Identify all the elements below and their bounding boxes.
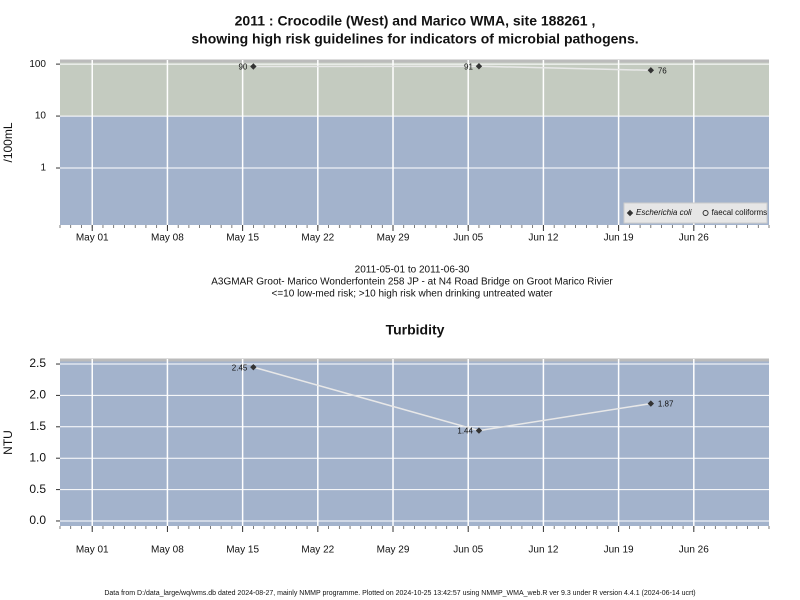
note: A3GMAR Groot- Marico Wonderfontein 258 J…: [211, 277, 613, 288]
note: 2011-05-01 to 2011-06-30: [355, 265, 470, 276]
data-point: [250, 363, 257, 371]
legend-label: Escherichia coli: [636, 208, 692, 217]
y-tick-label: 100: [29, 59, 46, 70]
data-point: [647, 67, 655, 74]
x-tick-label: May 08: [151, 545, 184, 556]
x-tick-label: Jun 05: [453, 545, 483, 556]
x-tick-label: May 22: [301, 233, 334, 244]
x-tick-label: Jun 12: [528, 233, 558, 244]
y-tick-label: 1.0: [29, 450, 46, 464]
x-tick-label: Jun 19: [604, 545, 634, 556]
y-tick-label: 2.5: [29, 356, 46, 370]
data-label: 76: [658, 66, 667, 75]
data-point: [250, 63, 257, 70]
x-tick-label: Jun 12: [528, 545, 558, 556]
y-tick-label: 2.0: [29, 388, 46, 402]
x-tick-label: May 15: [226, 233, 259, 244]
y-tick-label: 0.0: [29, 513, 46, 527]
legend-label: faecal coliforms: [712, 208, 768, 217]
y-tick-label: 1: [40, 163, 46, 174]
y-tick-label: 10: [35, 111, 47, 122]
x-tick-label: May 22: [301, 545, 334, 556]
x-tick-label: May 15: [226, 545, 259, 556]
x-tick-label: May 01: [76, 233, 109, 244]
legend: [623, 202, 768, 224]
x-tick-label: May 08: [151, 233, 184, 244]
chart-title: Turbidity: [386, 322, 445, 338]
chart-title: showing high risk guidelines for indicat…: [191, 31, 638, 47]
chart-title: 2011 : Crocodile (West) and Marico WMA, …: [235, 13, 596, 29]
x-tick-label: May 29: [377, 233, 410, 244]
data-label: 90: [238, 63, 247, 72]
x-tick-label: May 29: [377, 545, 410, 556]
data-label: 91: [464, 62, 473, 71]
data-label: 1.44: [457, 427, 473, 436]
y-axis-label: NTU: [1, 430, 15, 455]
plot-background: [60, 359, 769, 526]
data-point: [647, 400, 655, 407]
data-point: [475, 63, 483, 70]
x-tick-label: Jun 26: [679, 233, 709, 244]
y-tick-label: 1.5: [29, 419, 46, 433]
x-tick-label: Jun 26: [679, 545, 709, 556]
y-axis-label: /100mL: [1, 122, 15, 162]
data-point: [475, 427, 483, 434]
footer: Data from D:/data_large/wq/wms.db dated …: [104, 590, 695, 597]
x-tick-label: May 01: [76, 545, 109, 556]
x-tick-label: Jun 19: [604, 233, 634, 244]
data-label: 2.45: [232, 363, 248, 372]
data-label: 1.87: [658, 400, 674, 409]
x-tick-label: Jun 05: [453, 233, 483, 244]
legend-marker: [626, 209, 634, 217]
note: <=10 low-med risk; >10 high risk when dr…: [272, 289, 554, 300]
y-tick-label: 0.5: [29, 482, 46, 496]
legend-marker: [702, 210, 709, 216]
